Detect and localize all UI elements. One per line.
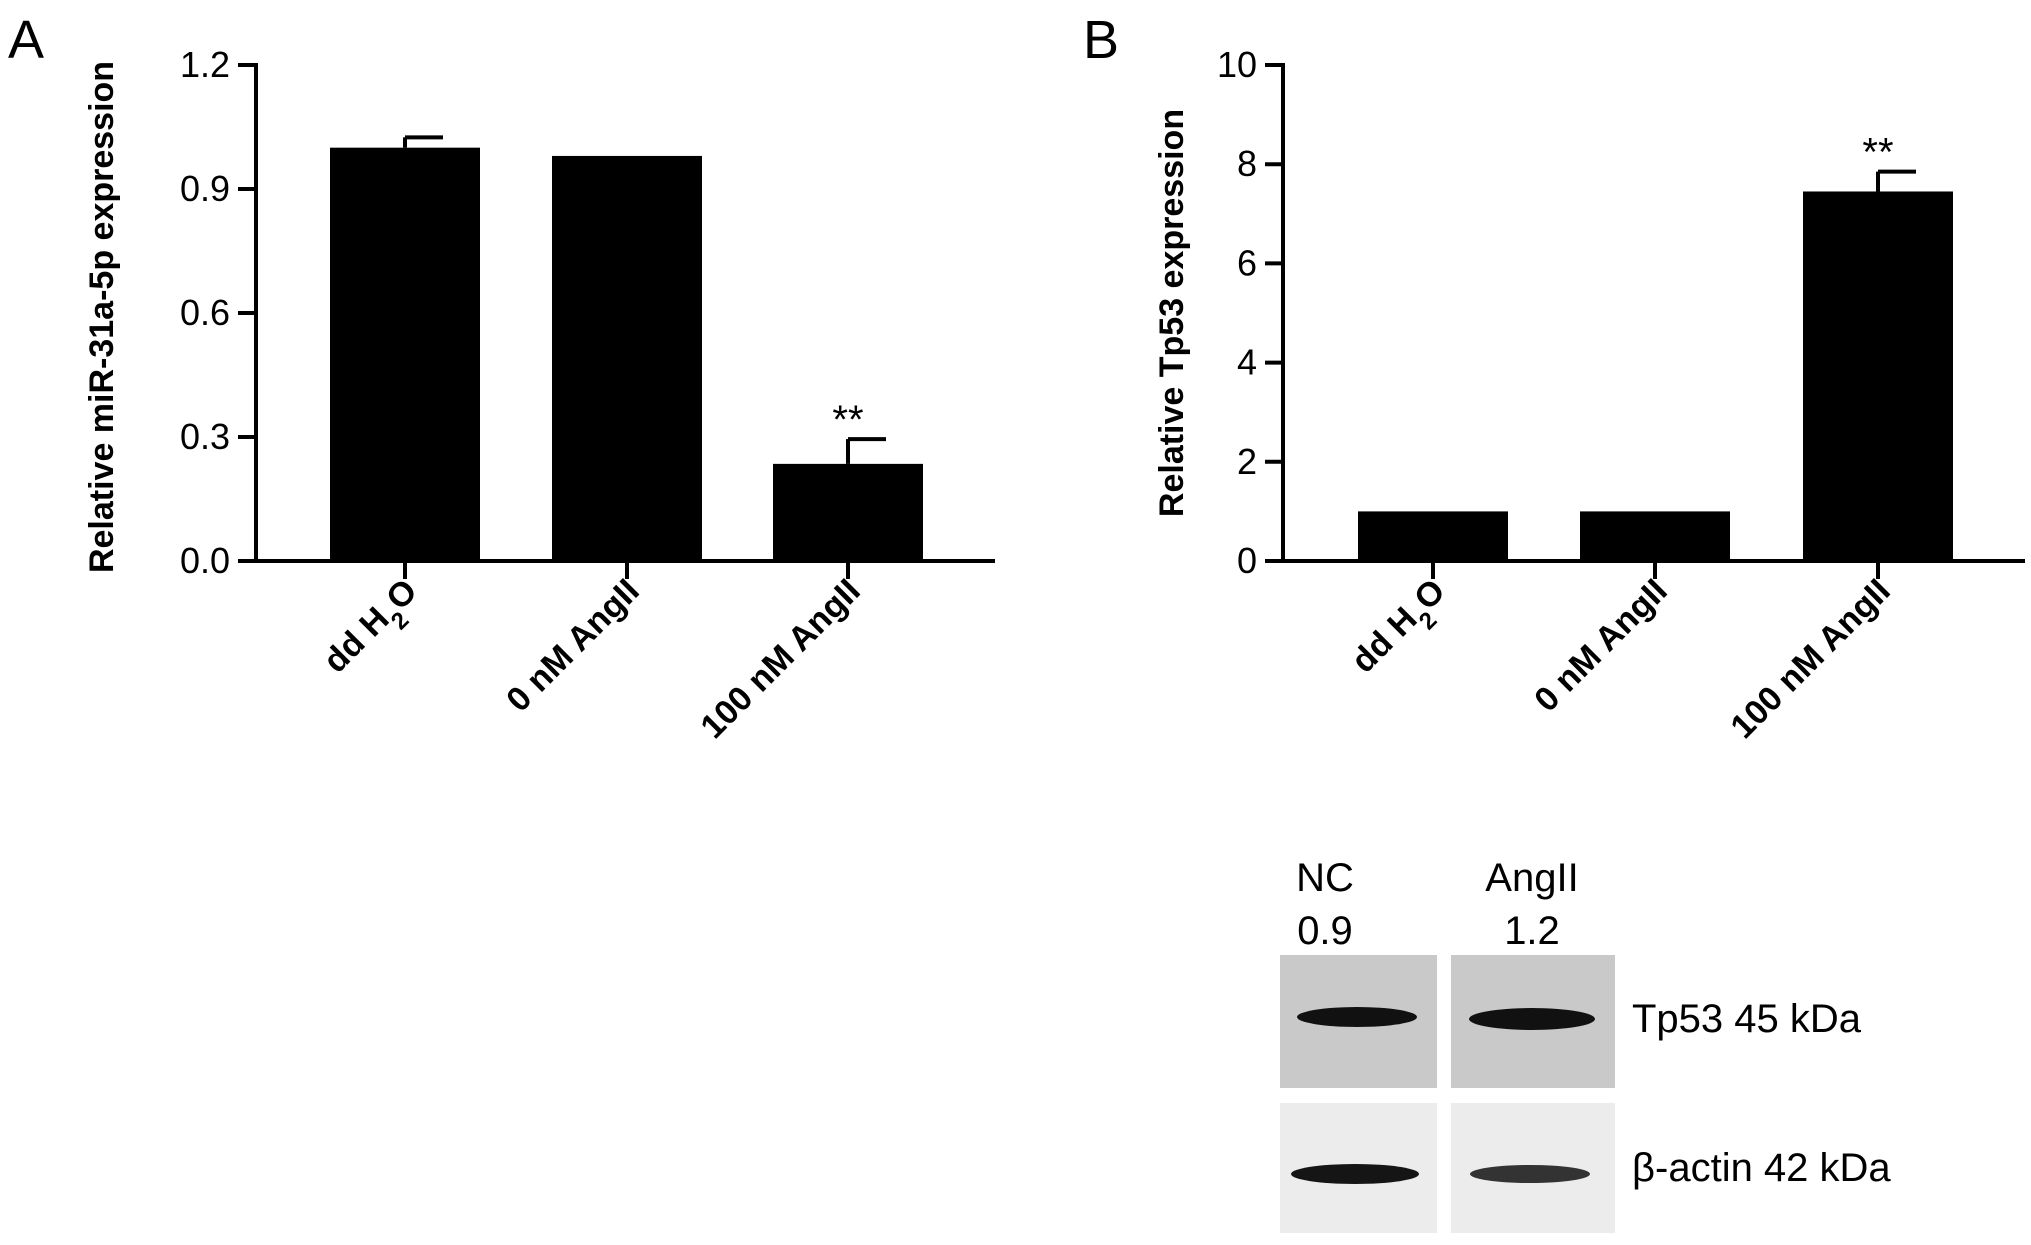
chart-panel-a: Relative miR-31a-5p expression 0.0 0.3 0.6…	[83, 44, 995, 746]
lane-value-angii: 1.2	[1504, 909, 1560, 953]
bar	[330, 147, 480, 561]
x-tick-label: 100 nM AngII	[693, 572, 867, 746]
x-tick-label: 100 nM AngII	[1723, 572, 1897, 746]
blot-band-tp53-nc	[1297, 1007, 1417, 1027]
bar	[552, 155, 702, 561]
panel-letter-b: B	[1083, 10, 1119, 70]
chart-panel-b: Relative Tp53 expression 0 2 4 6 8 10 dd H2O 0 …	[1153, 44, 2025, 746]
y-tick-label: 2	[1237, 441, 1257, 482]
x-tick-label: dd H2O	[316, 572, 433, 689]
significance-marker: **	[832, 398, 863, 442]
y-tick-label: 6	[1237, 242, 1257, 283]
band-label-actin: β-actin 42 kDa	[1632, 1146, 1891, 1190]
blot-band-tp53-angii	[1469, 1008, 1595, 1030]
y-tick-label: 0.9	[180, 168, 230, 209]
band-label-tp53: Tp53 45 kDa	[1632, 997, 1862, 1041]
lane-value-nc: 0.9	[1297, 909, 1353, 953]
x-tick-label: 0 nM AngII	[499, 572, 647, 720]
bar	[773, 463, 923, 561]
x-tick-label: dd H2O	[1344, 572, 1461, 689]
y-tick-label: 0	[1237, 540, 1257, 581]
panel-letter-a: A	[8, 10, 44, 70]
x-tick-label: 0 nM AngII	[1527, 572, 1675, 720]
y-tick-label: 8	[1237, 143, 1257, 184]
significance-marker: **	[1862, 131, 1893, 175]
bar	[1803, 191, 1953, 562]
lane-label-nc: NC	[1296, 856, 1354, 900]
western-blot: NC 0.9 AngII 1.2 Tp53 45 kDa β-actin 42 …	[1280, 856, 1891, 1233]
y-tick-label: 0.6	[180, 292, 230, 333]
bar	[1580, 511, 1730, 561]
y-tick-label: 10	[1217, 44, 1257, 85]
blot-band-actin-nc	[1291, 1164, 1419, 1184]
y-axis-label: Relative miR-31a-5p expression	[83, 61, 121, 573]
y-axis-label: Relative Tp53 expression	[1153, 109, 1191, 517]
bar	[1358, 511, 1508, 561]
y-tick-label: 1.2	[180, 44, 230, 85]
blot-band-actin-angii	[1470, 1165, 1590, 1183]
y-tick-label: 0.0	[180, 540, 230, 581]
lane-label-angii: AngII	[1485, 856, 1578, 900]
y-tick-label: 4	[1237, 342, 1257, 383]
y-tick-label: 0.3	[180, 416, 230, 457]
